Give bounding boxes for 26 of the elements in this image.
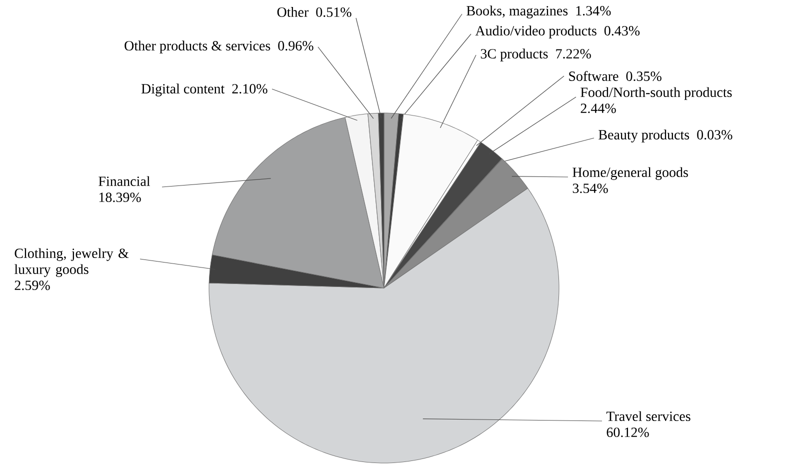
slice-label: Beauty products xyxy=(598,130,690,142)
data-label: 2.10% xyxy=(232,84,268,94)
slice-label: Travel services xyxy=(606,411,690,422)
slice-label: Home/general goods xyxy=(572,167,688,180)
slice-label: Food/North-south products xyxy=(580,87,732,100)
data-label: 1.34% xyxy=(576,6,611,16)
data-label: 2.59% xyxy=(14,280,50,290)
data-label: 0.03% xyxy=(697,130,732,140)
data-label: 0.51% xyxy=(316,7,352,17)
data-label: 3.54% xyxy=(572,184,608,194)
data-label: 0.35% xyxy=(626,72,662,82)
slice-label: Digital content xyxy=(141,84,225,96)
slice-label: Financial xyxy=(98,176,150,186)
data-label: 60.12% xyxy=(606,428,649,438)
slice-label: Other xyxy=(277,7,309,17)
data-label: 2.44% xyxy=(580,104,616,114)
slice-label: Software xyxy=(569,70,618,81)
data-label: 0.96% xyxy=(278,41,314,51)
data-label: 0.43% xyxy=(604,26,640,36)
data-label: 7.22% xyxy=(556,49,591,59)
data-label: 18.39% xyxy=(99,192,141,202)
slice-label: Books, magazines xyxy=(466,6,568,18)
slice-label: Other products & services xyxy=(124,40,270,54)
slice-label: Audio/video products xyxy=(475,26,596,38)
slice-label: 3C products xyxy=(480,48,548,62)
slice-label: Clothing, jewelry & luxury goods xyxy=(14,248,129,277)
